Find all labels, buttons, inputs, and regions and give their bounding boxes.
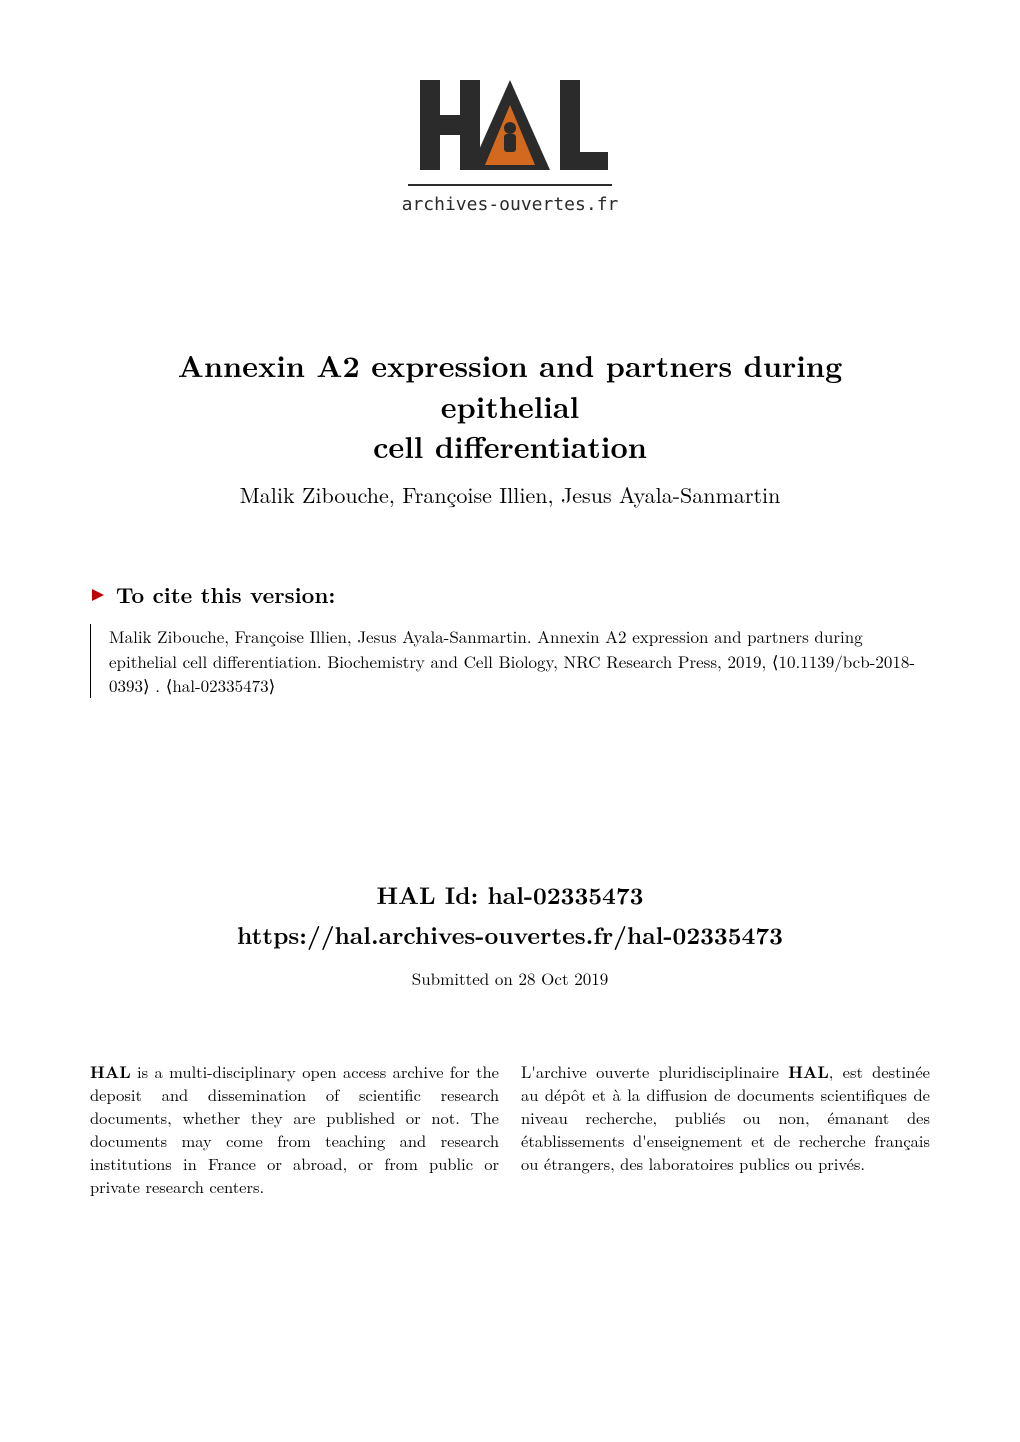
hal-url: https://hal.archives-ouvertes.fr/hal-023…: [90, 918, 930, 952]
desc-fr-bold: HAL: [788, 1059, 829, 1083]
cite-this-version-header: To cite this version:: [90, 579, 930, 610]
logo-subtext: archives-ouvertes.fr: [402, 194, 619, 215]
citation-journal: Biochemistry and Cell Biology, NRC Resea…: [327, 649, 766, 673]
hal-cover-page: archives-ouvertes.fr Annexin A2 expressi…: [0, 0, 1020, 1442]
citation-hal-ref: ⟨hal-02335473⟩: [166, 673, 276, 697]
description-columns: HAL is a multi-disciplinary open access …: [90, 1060, 930, 1199]
desc-en-text: is a multi-disciplinary open access arch…: [90, 1059, 499, 1198]
cite-header-text: To cite this version:: [116, 579, 335, 610]
citation-authors: Malik Zibouche, Françoise Illien, Jesus …: [109, 624, 532, 648]
description-en: HAL is a multi-disciplinary open access …: [90, 1060, 499, 1199]
authors-list: Malik Zibouche, Françoise Illien, Jesus …: [90, 481, 930, 510]
hal-logo: archives-ouvertes.fr: [90, 70, 930, 235]
paper-title: Annexin A2 expression and partners durin…: [130, 345, 890, 467]
title-line-1: Annexin A2 expression and partners durin…: [178, 343, 842, 427]
citation-block: Malik Zibouche, Françoise Illien, Jesus …: [90, 624, 930, 698]
hal-logo-svg: archives-ouvertes.fr: [400, 70, 620, 230]
title-line-2: cell differentiation: [373, 424, 647, 467]
hal-id: HAL Id: hal-02335473: [90, 878, 930, 912]
triangle-icon: [90, 587, 106, 603]
desc-en-bold: HAL: [90, 1059, 131, 1083]
description-fr: L'archive ouverte pluridisciplinaire HAL…: [521, 1060, 930, 1199]
submitted-date: Submitted on 28 Oct 2019: [90, 966, 930, 990]
desc-fr-prefix: L'archive ouverte pluridisciplinaire: [521, 1059, 788, 1083]
